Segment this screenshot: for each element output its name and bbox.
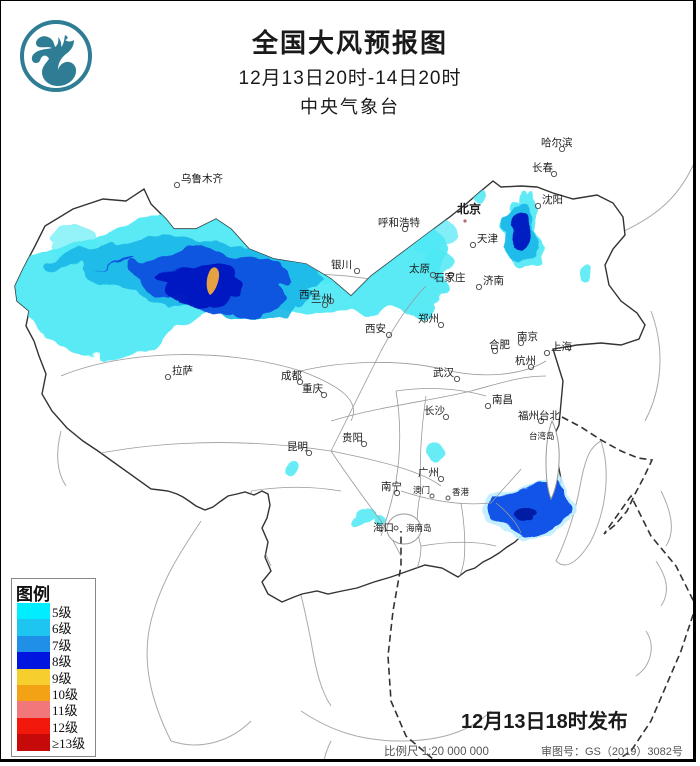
svg-text:西安: 西安 [365, 322, 386, 335]
svg-text:拉萨: 拉萨 [172, 364, 193, 377]
svg-text:银川: 银川 [331, 258, 352, 271]
svg-text:南昌: 南昌 [492, 393, 513, 406]
svg-text:兰州: 兰州 [311, 292, 332, 305]
svg-text:武汉: 武汉 [433, 366, 454, 379]
svg-text:杭州: 杭州 [515, 354, 536, 367]
svg-text:呼和浩特: 呼和浩特 [378, 217, 420, 229]
svg-text:台湾岛: 台湾岛 [529, 431, 555, 441]
svg-text:太原: 太原 [409, 262, 430, 275]
svg-text:上海: 上海 [551, 340, 572, 353]
svg-text:福州台北: 福州台北 [518, 409, 560, 422]
svg-text:海南岛: 海南岛 [406, 523, 432, 533]
svg-text:郑州: 郑州 [418, 312, 439, 325]
svg-text:乌鲁木齐: 乌鲁木齐 [181, 172, 223, 185]
svg-text:南京: 南京 [517, 330, 538, 343]
svg-text:重庆: 重庆 [302, 382, 323, 395]
svg-text:贵阳: 贵阳 [342, 431, 363, 444]
svg-text:澳门: 澳门 [413, 485, 430, 495]
svg-text:南宁: 南宁 [381, 480, 402, 493]
svg-text:长春: 长春 [532, 162, 553, 174]
svg-text:北京: 北京 [457, 201, 481, 216]
svg-text:昆明: 昆明 [287, 441, 308, 453]
svg-text:成都: 成都 [281, 370, 302, 382]
svg-text:合肥: 合肥 [489, 338, 510, 351]
svg-text:哈尔滨: 哈尔滨 [541, 136, 573, 149]
svg-text:香港: 香港 [452, 487, 470, 497]
svg-text:天津: 天津 [477, 233, 498, 245]
svg-text:沈阳: 沈阳 [542, 193, 563, 206]
svg-text:济南: 济南 [483, 274, 504, 287]
svg-text:海口: 海口 [373, 521, 394, 534]
svg-text:广州: 广州 [418, 467, 439, 479]
svg-text:石家庄: 石家庄 [434, 271, 466, 284]
svg-text:长沙: 长沙 [424, 405, 445, 417]
